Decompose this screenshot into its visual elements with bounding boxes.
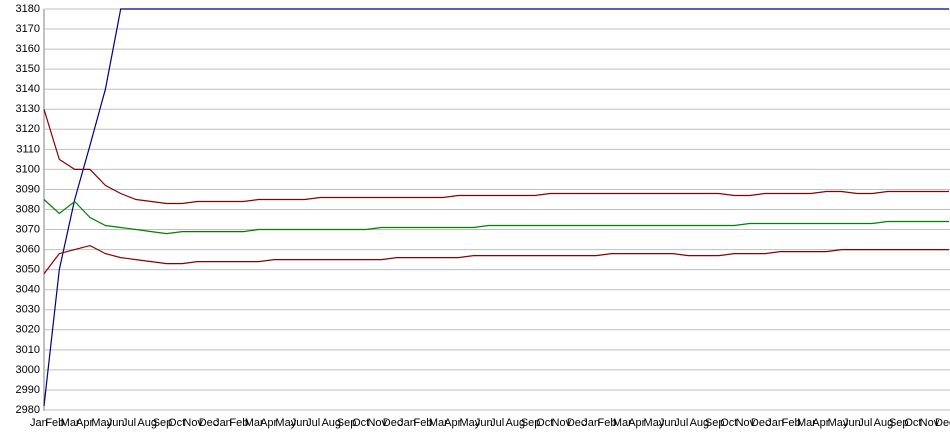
x-tick-label: Jan xyxy=(766,417,784,429)
x-tick-label: Mar xyxy=(797,417,816,429)
x-tick-label: Feb xyxy=(45,417,64,429)
y-tick-label: 3120 xyxy=(16,123,40,135)
x-tick-label: Sep xyxy=(889,417,909,429)
x-tick-label: Nov xyxy=(920,417,940,429)
x-tick-label: Jan xyxy=(398,417,416,429)
series-line xyxy=(43,8,949,407)
x-tick-label: Nov xyxy=(367,417,387,429)
y-tick-label: 2980 xyxy=(16,404,40,416)
y-tick-label: 3150 xyxy=(16,63,40,75)
x-tick-label: Oct xyxy=(904,417,921,429)
y-tick-label: 3080 xyxy=(16,203,40,215)
x-tick-label: May xyxy=(91,417,112,429)
x-tick-label: Jun xyxy=(475,417,493,429)
y-tick-label: 2990 xyxy=(16,384,40,396)
x-tick-label: Aug xyxy=(321,417,341,429)
y-tick-label: 3020 xyxy=(16,324,40,336)
y-tick-label: 3140 xyxy=(16,83,40,95)
x-tick-label: Jan xyxy=(30,417,48,429)
y-tick-label: 3030 xyxy=(16,304,40,316)
y-tick-label: 3090 xyxy=(16,183,40,195)
y-tick-label: 3000 xyxy=(16,364,40,376)
y-tick-label: 3110 xyxy=(16,143,40,155)
x-tick-label: Dec xyxy=(199,417,219,429)
x-tick-label: Oct xyxy=(352,417,369,429)
x-tick-label: Dec xyxy=(383,417,403,429)
x-tick-label: Dec xyxy=(751,417,771,429)
x-tick-label: Jun xyxy=(659,417,677,429)
y-tick-label: 3160 xyxy=(16,43,40,55)
y-tick-label: 3170 xyxy=(16,23,40,35)
series-line xyxy=(43,199,949,235)
x-tick-label: Feb xyxy=(229,417,248,429)
y-tick-label: 3180 xyxy=(16,3,40,15)
x-tick-label: Apr xyxy=(260,417,277,429)
x-tick-label: Feb xyxy=(413,417,432,429)
x-tick-label: Aug xyxy=(137,417,157,429)
x-tick-label: May xyxy=(828,417,849,429)
x-tick-label: Jul xyxy=(858,417,872,429)
x-tick-label: Apr xyxy=(812,417,829,429)
x-tick-label: Dec xyxy=(567,417,587,429)
x-tick-label: Nov xyxy=(552,417,572,429)
x-tick-label: May xyxy=(275,417,296,429)
x-tick-label: Feb xyxy=(782,417,801,429)
x-tick-label: Jul xyxy=(122,417,136,429)
x-tick-label: Mar xyxy=(245,417,264,429)
series-line xyxy=(43,109,949,205)
x-tick-label: Sep xyxy=(153,417,173,429)
x-tick-label: May xyxy=(459,417,480,429)
x-tick-label: Sep xyxy=(521,417,541,429)
series-line xyxy=(43,244,949,275)
y-tick-label: 3100 xyxy=(16,163,40,175)
x-tick-label: Jun xyxy=(291,417,309,429)
y-tick-label: 3040 xyxy=(16,284,40,296)
x-tick-label: Feb xyxy=(598,417,617,429)
x-tick-label: Nov xyxy=(183,417,203,429)
x-tick-label: Jan xyxy=(214,417,232,429)
x-tick-label: Jul xyxy=(490,417,504,429)
x-tick-label: Jul xyxy=(674,417,688,429)
x-tick-label: Jun xyxy=(843,417,861,429)
x-tick-label: Mar xyxy=(613,417,632,429)
x-tick-label: Aug xyxy=(690,417,710,429)
y-tick-label: 3070 xyxy=(16,223,40,235)
y-tick-label: 3130 xyxy=(16,103,40,115)
x-tick-label: Dec xyxy=(935,417,950,429)
x-tick-label: Jan xyxy=(582,417,600,429)
x-tick-label: Oct xyxy=(168,417,185,429)
y-tick-label: 3060 xyxy=(16,244,40,256)
x-tick-label: Apr xyxy=(76,417,93,429)
x-tick-label: Sep xyxy=(337,417,357,429)
y-tick-label: 3010 xyxy=(16,344,40,356)
x-tick-label: Apr xyxy=(444,417,461,429)
x-tick-label: Sep xyxy=(705,417,725,429)
x-tick-label: Apr xyxy=(628,417,645,429)
x-tick-label: Jun xyxy=(107,417,125,429)
x-tick-label: Oct xyxy=(536,417,553,429)
x-tick-label: Mar xyxy=(429,417,448,429)
x-tick-label: Aug xyxy=(506,417,526,429)
y-tick-label: 3050 xyxy=(16,264,40,276)
x-tick-label: Mar xyxy=(61,417,80,429)
x-tick-label: Oct xyxy=(720,417,737,429)
x-tick-label: Jul xyxy=(306,417,320,429)
x-tick-label: Aug xyxy=(874,417,894,429)
x-tick-label: May xyxy=(644,417,665,429)
x-tick-label: Nov xyxy=(736,417,756,429)
